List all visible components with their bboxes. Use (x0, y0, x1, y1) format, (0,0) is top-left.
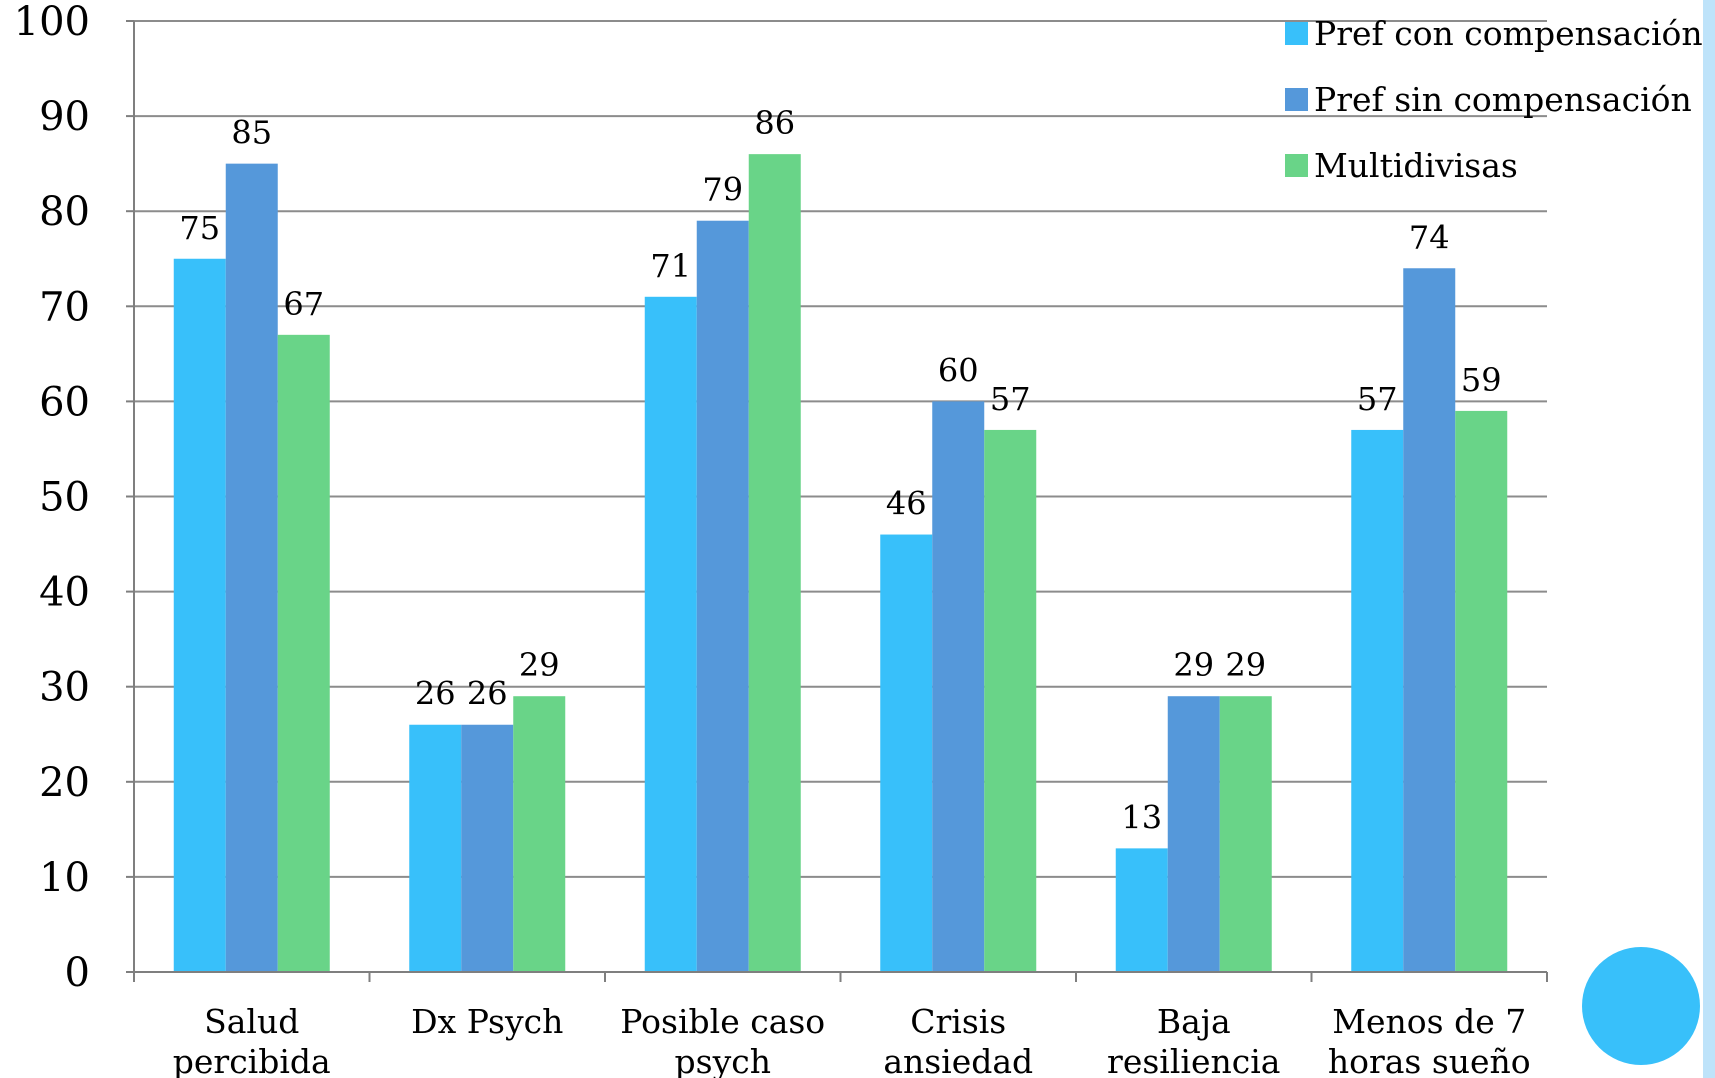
data-label: 59 (1461, 361, 1502, 399)
legend-label: Pref sin compensación (1314, 80, 1692, 119)
data-labels: 75 26 71 46 13 57 85 26 79 60 29 74 67 29 86 57 29 59 (179, 104, 1501, 836)
category-label: Salud (204, 1002, 299, 1041)
bar (880, 534, 933, 972)
data-label: 29 (1173, 646, 1214, 684)
bar (1115, 848, 1168, 972)
data-label: 74 (1409, 218, 1450, 256)
data-label: 67 (283, 285, 324, 323)
data-label: 29 (519, 646, 560, 684)
y-tick-label: 0 (65, 950, 90, 996)
bar (409, 724, 462, 972)
bar (748, 154, 801, 972)
category-label: Baja (1157, 1002, 1231, 1041)
bars (173, 154, 1508, 973)
bar (1167, 696, 1220, 972)
category-label: Crisis (910, 1002, 1006, 1041)
category-label: percibida (173, 1042, 331, 1078)
category-label: horas sueño (1328, 1042, 1531, 1078)
category-label: resiliencia (1107, 1042, 1280, 1078)
data-label: 86 (754, 104, 795, 142)
legend: Pref con compensación Pref sin compensaci… (1285, 14, 1703, 185)
bar (932, 401, 985, 972)
legend-label: Multidivisas (1314, 146, 1518, 185)
legend-swatch (1285, 88, 1308, 111)
bar (1351, 429, 1404, 972)
data-label: 29 (1225, 646, 1266, 684)
y-tick-label: 100 (14, 0, 90, 45)
bar (461, 724, 514, 972)
data-label: 57 (1357, 380, 1398, 418)
bar (984, 429, 1037, 972)
bar (173, 258, 226, 972)
bar (696, 220, 749, 972)
y-tick-label: 30 (39, 665, 90, 711)
data-label: 85 (231, 114, 272, 152)
side-accent-strip (1703, 0, 1715, 1078)
y-tick-label: 10 (39, 855, 90, 901)
data-label: 26 (467, 675, 508, 713)
category-label: psych (675, 1042, 771, 1078)
legend-swatch (1285, 22, 1308, 45)
gridlines (134, 20, 1547, 973)
data-label: 79 (702, 171, 743, 209)
data-label: 60 (938, 351, 979, 389)
y-tick-label: 40 (39, 570, 90, 616)
y-axis-ticks: 0 10 20 30 40 50 60 70 80 90 100 (14, 0, 134, 996)
bar (644, 296, 697, 972)
y-tick-label: 20 (39, 760, 90, 806)
category-label: Posible caso (620, 1002, 825, 1041)
data-label: 75 (179, 209, 220, 247)
y-tick-label: 80 (39, 189, 90, 235)
axes (133, 21, 1548, 982)
data-label: 57 (990, 380, 1031, 418)
bar (1403, 268, 1456, 972)
bar (513, 696, 566, 972)
data-label: 71 (650, 247, 691, 285)
category-label: Dx Psych (411, 1002, 563, 1041)
decorative-circle (1582, 947, 1700, 1065)
bar (277, 334, 330, 973)
bar (225, 163, 278, 972)
bar (1455, 410, 1508, 972)
y-tick-label: 70 (39, 284, 90, 330)
y-tick-label: 90 (39, 94, 90, 140)
y-tick-label: 60 (39, 379, 90, 425)
legend-label: Pref con compensación (1314, 14, 1703, 53)
y-tick-label: 50 (39, 475, 90, 521)
bar (1219, 696, 1272, 972)
data-label: 26 (415, 675, 456, 713)
data-label: 46 (886, 485, 927, 523)
category-label: ansiedad (883, 1042, 1033, 1078)
legend-swatch (1285, 154, 1308, 177)
data-label: 13 (1121, 798, 1162, 836)
category-label: Menos de 7 (1332, 1002, 1526, 1041)
